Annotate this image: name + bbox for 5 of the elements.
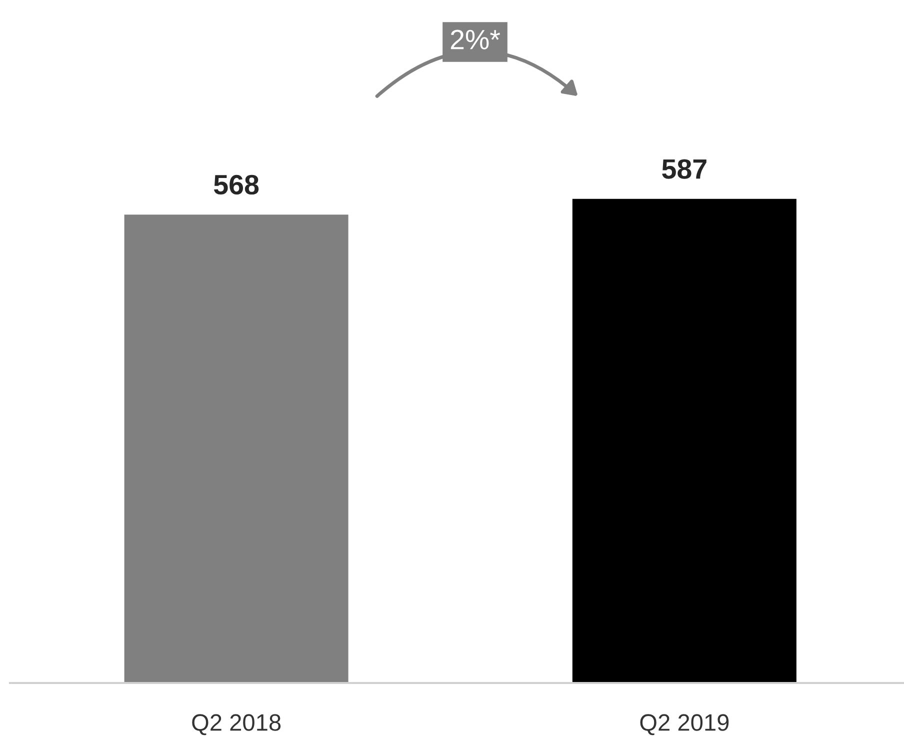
data-label: 568 — [214, 174, 259, 195]
x-tick-label: Q2 2018 — [192, 714, 281, 736]
text: 2%* — [450, 30, 500, 50]
x-tick-label: Q2 2019 — [640, 714, 729, 736]
data-label: 587 — [662, 159, 706, 179]
